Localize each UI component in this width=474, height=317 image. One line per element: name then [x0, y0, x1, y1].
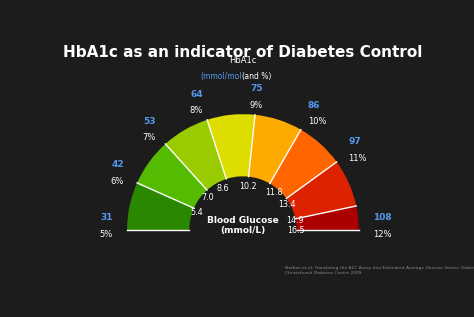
Wedge shape: [127, 183, 194, 230]
Text: 53: 53: [144, 117, 156, 126]
Text: 12%: 12%: [373, 230, 392, 239]
Wedge shape: [207, 114, 255, 179]
Text: (mmol/mol: (mmol/mol: [200, 72, 242, 81]
Text: 7.0: 7.0: [201, 193, 214, 202]
Text: 86: 86: [308, 101, 320, 110]
Wedge shape: [270, 130, 337, 198]
Text: and %): and %): [242, 72, 271, 81]
Text: 11.8: 11.8: [265, 188, 283, 197]
Wedge shape: [248, 115, 301, 184]
Text: 5%: 5%: [100, 230, 113, 239]
Text: 8.6: 8.6: [217, 184, 229, 193]
Wedge shape: [165, 120, 226, 190]
Text: Blood Glucose
(mmol/L): Blood Glucose (mmol/L): [207, 216, 279, 235]
Text: 5.4: 5.4: [190, 208, 203, 217]
Text: 6%: 6%: [111, 177, 124, 186]
Text: 13.4: 13.4: [278, 200, 296, 209]
Text: 14.9: 14.9: [286, 217, 303, 225]
Text: 9%: 9%: [250, 101, 263, 110]
Text: 97: 97: [348, 137, 361, 146]
Text: HbA1c as an indicator of Diabetes Control: HbA1c as an indicator of Diabetes Contro…: [63, 45, 423, 60]
Wedge shape: [137, 144, 207, 208]
Text: (: (: [241, 72, 245, 81]
Text: 10.2: 10.2: [239, 182, 256, 191]
Text: 108: 108: [373, 213, 392, 222]
Text: 8%: 8%: [190, 107, 203, 115]
Text: 42: 42: [111, 160, 124, 169]
Text: Nathan et al. Translating the A1C Assay Into Estimated Average Glucose Values. D: Nathan et al. Translating the A1C Assay …: [285, 266, 474, 275]
Wedge shape: [286, 162, 356, 219]
Text: 11%: 11%: [348, 154, 366, 163]
Text: 7%: 7%: [143, 133, 156, 142]
Text: 16.5: 16.5: [287, 225, 304, 235]
Wedge shape: [295, 206, 359, 230]
Text: 75: 75: [250, 84, 263, 93]
Text: 10%: 10%: [308, 118, 327, 126]
Text: 64: 64: [190, 90, 203, 99]
Text: HbA1c: HbA1c: [229, 56, 256, 65]
Text: 31: 31: [100, 213, 113, 222]
